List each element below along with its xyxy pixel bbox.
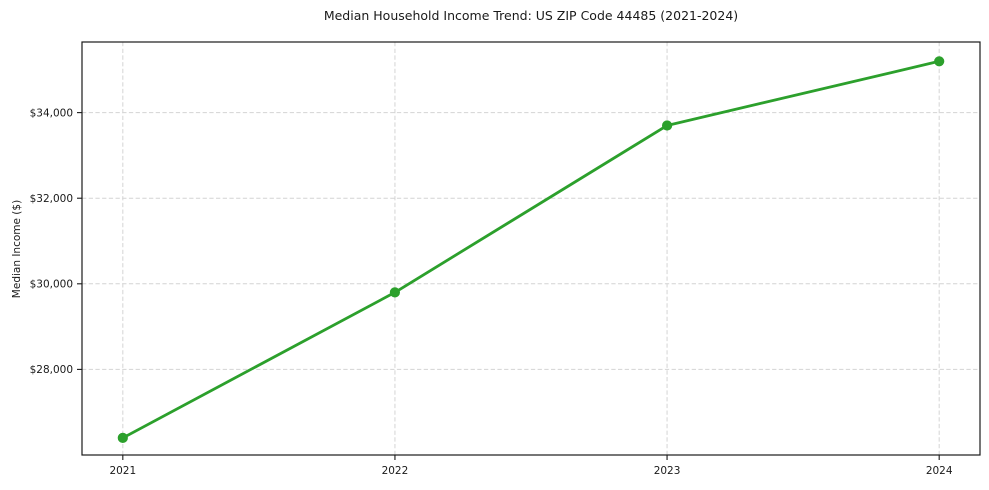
data-point-marker-2022 xyxy=(389,287,400,298)
x-tick-label: 2024 xyxy=(926,465,953,477)
y-tick-label: $30,000 xyxy=(30,279,73,291)
x-tick-label: 2023 xyxy=(654,465,681,477)
data-point-marker-2023 xyxy=(662,120,673,131)
trend-line xyxy=(121,59,941,440)
chart-title: Median Household Income Trend: US ZIP Co… xyxy=(323,8,739,23)
axes-background xyxy=(82,42,980,455)
x-tick-label: 2022 xyxy=(382,465,409,477)
y-tick-label: $32,000 xyxy=(30,193,73,205)
y-tick-label: $28,000 xyxy=(30,364,73,376)
data-point-marker-2021 xyxy=(117,432,128,443)
x-tick-label: 2021 xyxy=(109,465,136,477)
data-point-marker-2024 xyxy=(934,56,945,67)
y-tick-label: $34,000 xyxy=(30,107,73,119)
axes-spines xyxy=(81,41,981,456)
